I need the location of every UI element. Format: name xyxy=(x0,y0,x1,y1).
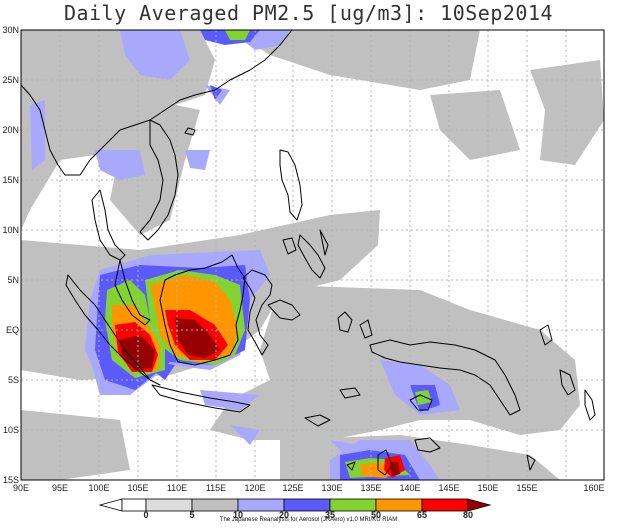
pm25-level-5-10 xyxy=(21,30,604,480)
lat-label: 20N xyxy=(2,125,19,135)
lat-label: EQ xyxy=(6,325,19,335)
lat-lon-grid xyxy=(21,30,604,480)
legend-label: 5 xyxy=(189,510,194,520)
lon-label: 95E xyxy=(52,483,68,493)
legend-swatch xyxy=(145,498,193,512)
color-legend: 0 5 10 20 35 50 65 80 xyxy=(98,498,492,520)
legend-swatch xyxy=(421,498,469,512)
legend-swatch xyxy=(237,498,285,512)
pm25-field xyxy=(21,30,604,480)
lat-label: 30N xyxy=(2,25,19,35)
lon-label: 135E xyxy=(360,483,381,493)
legend-label: 65 xyxy=(417,510,427,520)
lon-label: 125E xyxy=(282,483,303,493)
legend-swatch xyxy=(375,498,423,512)
lon-label: 155E xyxy=(516,483,537,493)
legend-label: 35 xyxy=(325,510,335,520)
lon-label: 105E xyxy=(127,483,148,493)
legend-swatch xyxy=(283,498,331,512)
lon-label: 160E xyxy=(583,483,604,493)
lon-label: 130E xyxy=(321,483,342,493)
lat-label: 15S xyxy=(3,475,19,485)
legend-swatch xyxy=(329,498,377,512)
legend-swatch xyxy=(121,498,147,512)
lat-label: 15N xyxy=(2,175,19,185)
lat-label: 25N xyxy=(2,75,19,85)
map-title: Daily Averaged PM2.5 [ug/m3]: 10Sep2014 xyxy=(63,1,554,25)
pm25-level-80-plus xyxy=(120,318,400,476)
lon-label: 150E xyxy=(477,483,498,493)
lon-label: 115E xyxy=(206,483,226,493)
plot-frame xyxy=(20,29,605,481)
lon-label: 145E xyxy=(438,483,459,493)
legend-label: 50 xyxy=(371,510,381,520)
legend-swatch xyxy=(98,498,123,512)
lon-label: 100E xyxy=(88,483,109,493)
legend-swatch xyxy=(467,498,492,512)
legend-swatch xyxy=(191,498,239,512)
legend-label: 80 xyxy=(463,510,473,520)
legend-label: 20 xyxy=(279,510,289,520)
lat-label: 10S xyxy=(3,425,19,435)
data-credit: The Japanese Reanalysis for Aerosol (JRA… xyxy=(219,517,398,523)
lon-label: 110E xyxy=(167,483,187,493)
lon-label: 120E xyxy=(244,483,265,493)
longitude-labels: 90E 95E 100E 105E 110E 115E 120E 125E 13… xyxy=(13,483,605,493)
lon-label: 140E xyxy=(399,483,420,493)
legend-label: 0 xyxy=(143,510,148,520)
latitude-labels: 30N 25N 20N 15N 10N 5N EQ 5S 10S 15S xyxy=(2,25,19,485)
lat-label: 5N xyxy=(7,275,19,285)
lat-label: 10N xyxy=(2,225,19,235)
lon-label: 90E xyxy=(13,483,29,493)
legend-label: 10 xyxy=(233,510,243,520)
lat-label: 5S xyxy=(8,375,19,385)
coastlines xyxy=(21,30,596,476)
